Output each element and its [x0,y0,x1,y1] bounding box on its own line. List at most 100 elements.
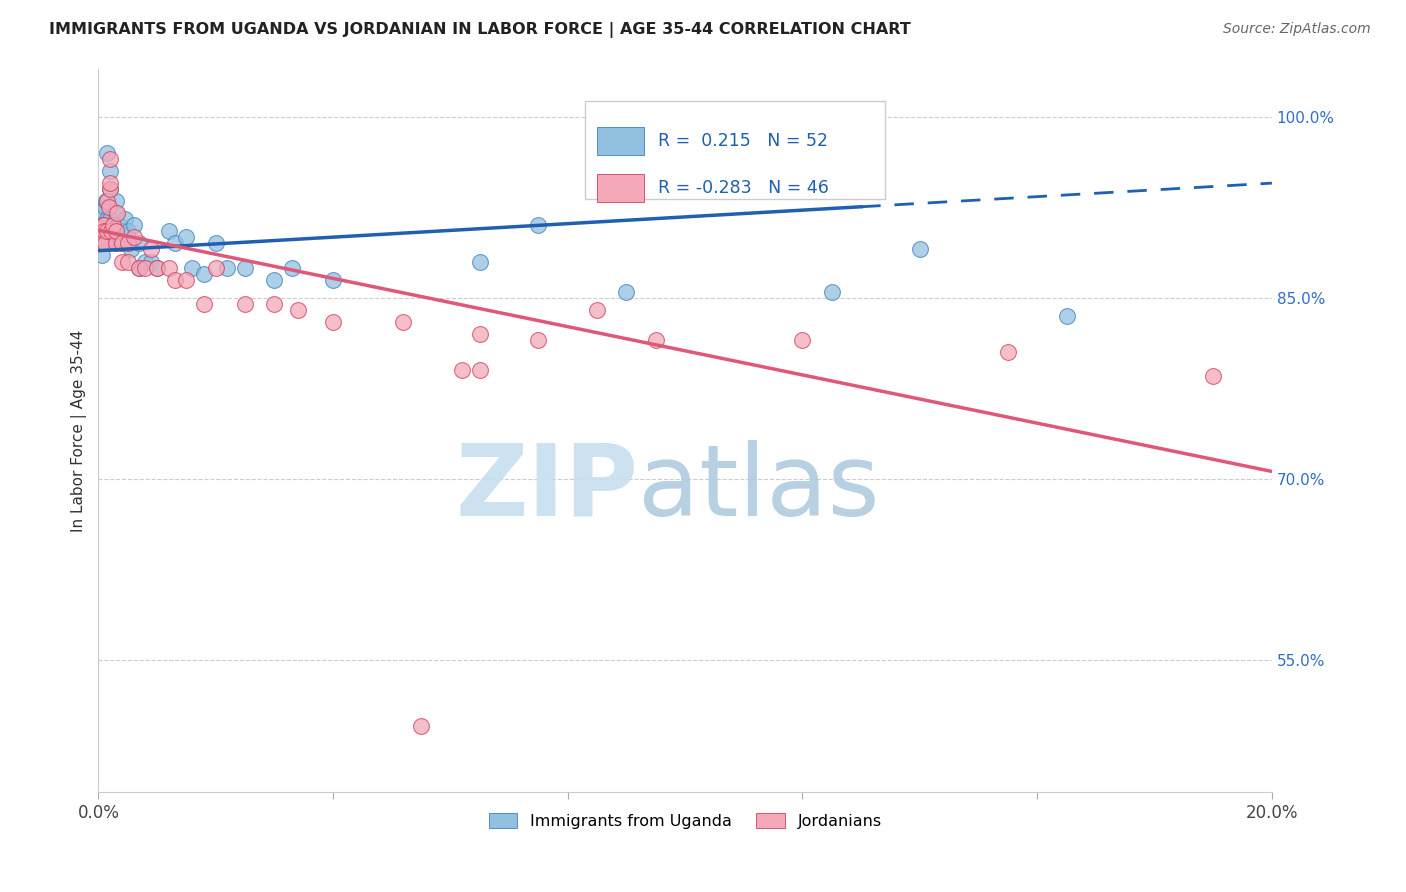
Point [527,333,550,347]
Point [91,248,114,262]
Point [281,260,304,275]
Text: atlas: atlas [638,440,880,537]
Point [98,182,121,196]
Point [527,219,550,233]
Point [97,224,120,238]
Point [287,302,309,317]
Point [104,194,127,209]
Point [97,200,120,214]
Point [93,219,115,233]
Point [111,236,134,251]
Point [111,254,134,268]
Point [157,260,180,275]
Point [98,152,121,166]
Point [89,230,111,244]
Y-axis label: In Labor Force | Age 35-44: In Labor Force | Age 35-44 [72,329,87,532]
Point [100,236,122,251]
Point [263,297,285,311]
Point [93,219,115,233]
Point [128,260,150,275]
Point [105,206,128,220]
Point [181,260,204,275]
Point [90,236,112,251]
Point [101,219,124,233]
Point [193,267,215,281]
FancyBboxPatch shape [598,174,644,202]
Text: Source: ZipAtlas.com: Source: ZipAtlas.com [1223,22,1371,37]
Point [96,145,118,160]
Point [792,333,814,347]
Point [1202,369,1225,384]
Point [451,363,474,377]
Point [94,194,117,209]
Point [122,230,145,244]
Point [322,315,344,329]
Point [157,224,180,238]
Point [101,219,124,233]
Point [93,236,115,251]
Point [120,243,142,257]
Point [217,260,239,275]
Text: R =  0.215   N = 52: R = 0.215 N = 52 [658,132,828,150]
Point [122,219,145,233]
Point [117,236,139,251]
Point [91,219,114,233]
Point [104,206,127,220]
Point [233,260,256,275]
FancyBboxPatch shape [585,101,884,199]
Point [163,272,186,286]
Point [96,212,118,227]
Point [204,236,226,251]
Text: IMMIGRANTS FROM UGANDA VS JORDANIAN IN LABOR FORCE | AGE 35-44 CORRELATION CHART: IMMIGRANTS FROM UGANDA VS JORDANIAN IN L… [49,22,911,38]
Point [111,224,134,238]
Point [98,212,121,227]
Point [89,236,111,251]
Point [233,297,256,311]
Point [322,272,344,286]
Point [98,176,121,190]
Point [468,254,491,268]
Point [997,345,1019,359]
Point [468,363,491,377]
Point [134,260,156,275]
Point [93,230,115,244]
Point [409,719,432,733]
Point [104,230,127,244]
Point [128,236,150,251]
Point [616,285,638,299]
Point [100,224,122,238]
Point [111,236,134,251]
Point [117,236,139,251]
Point [114,212,136,227]
Point [176,230,198,244]
FancyBboxPatch shape [598,128,644,154]
Point [644,333,666,347]
Point [176,272,198,286]
Point [98,182,121,196]
Point [908,243,931,257]
Point [94,200,117,214]
Point [146,260,169,275]
Point [141,243,163,257]
Point [104,224,127,238]
Point [98,164,121,178]
Point [117,224,139,238]
Point [96,224,118,238]
Legend: Immigrants from Uganda, Jordanians: Immigrants from Uganda, Jordanians [482,806,889,835]
Point [204,260,226,275]
Point [141,254,163,268]
Point [263,272,285,286]
Point [96,194,118,209]
Point [193,297,215,311]
Point [117,254,139,268]
Point [89,219,111,233]
Point [146,260,169,275]
Text: ZIP: ZIP [456,440,638,537]
Point [821,285,844,299]
Point [586,302,609,317]
Point [392,315,415,329]
Point [128,260,150,275]
Point [104,236,127,251]
Point [1056,309,1078,323]
Point [163,236,186,251]
